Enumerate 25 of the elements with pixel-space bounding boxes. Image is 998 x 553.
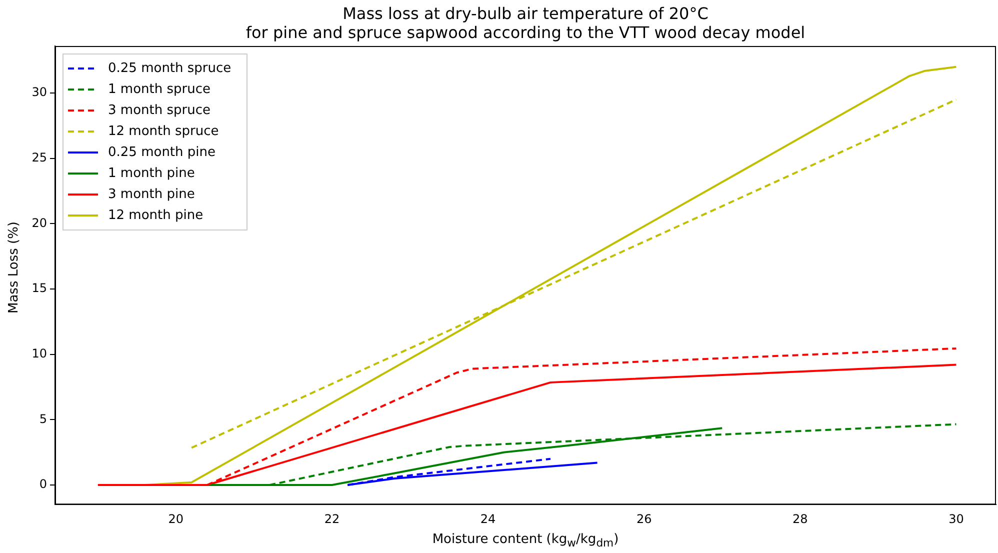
y-tick-label: 10: [32, 346, 47, 360]
legend-label: 3 month pine: [108, 186, 195, 202]
legend-label: 12 month pine: [108, 208, 204, 223]
legend-label: 1 month spruce: [108, 82, 210, 97]
y-tick-label: 25: [32, 150, 47, 164]
y-tick-label: 5: [39, 412, 47, 426]
y-axis-title: Mass Loss (%): [6, 220, 22, 316]
legend-label: 1 month pine: [108, 166, 195, 181]
x-tick-label: 28: [792, 512, 808, 526]
chart-subtitle: for pine and spruce sapwood according to the VTT wood decay model: [244, 23, 806, 42]
x-tick-label: 30: [948, 512, 964, 526]
x-tick-label: 26: [636, 512, 652, 526]
y-tick-label: 0: [39, 477, 47, 492]
y-tick-label: 20: [32, 216, 47, 230]
chart-title: Mass loss at dry-bulb air temperature of 20°C: [342, 4, 710, 23]
y-tick-label: 30: [32, 85, 47, 100]
x-tick-label: 20: [168, 512, 184, 526]
x-axis-title: Moisture content (kg$_{w}$/kg$_{dm}$): [431, 532, 620, 550]
legend-label: 0.25 month spruce: [108, 60, 232, 76]
x-tick-label: 24: [480, 512, 496, 526]
legend-label: 3 month spruce: [108, 102, 210, 118]
legend-label: 12 month spruce: [108, 124, 219, 139]
legend-label: 0.25 month pine: [108, 144, 216, 160]
y-tick-label: 15: [32, 281, 47, 296]
x-tick-label: 22: [324, 512, 340, 526]
